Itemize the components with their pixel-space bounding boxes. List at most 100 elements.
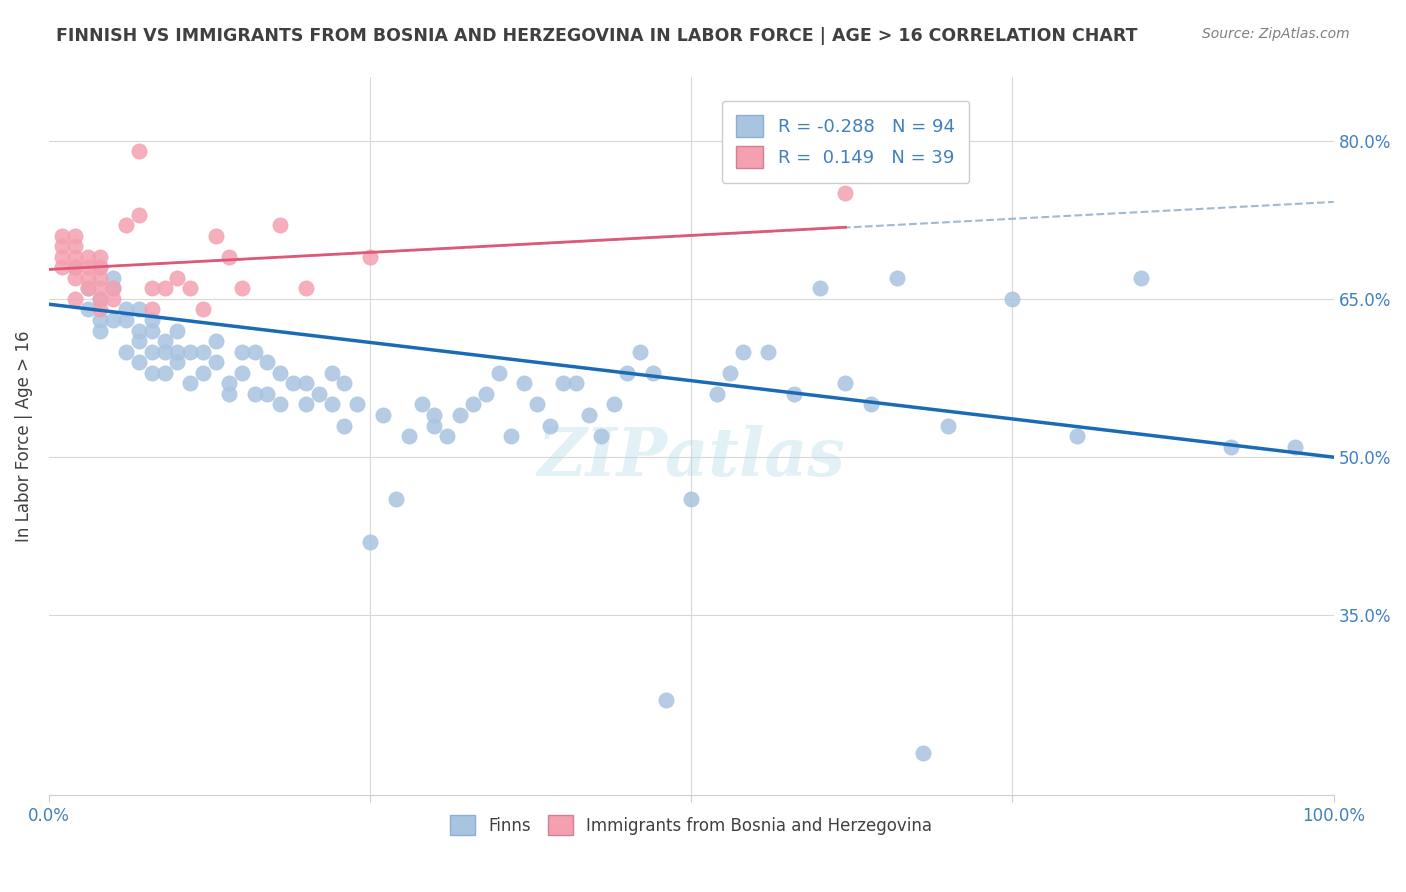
Point (128, 208, 150, 222)
Point (436, 429, 458, 443)
Point (1066, 429, 1088, 443)
Point (808, 281, 831, 295)
Point (103, 292, 125, 306)
Point (153, 344, 176, 359)
Point (783, 387, 806, 401)
Point (76, 270, 98, 285)
Point (231, 281, 253, 295)
Point (89, 324, 111, 338)
Point (501, 429, 523, 443)
Point (834, 186, 856, 201)
Text: ZIPatlas: ZIPatlas (537, 425, 845, 490)
Point (321, 397, 343, 411)
Point (51, 260, 73, 275)
Point (385, 492, 408, 507)
Point (63, 270, 86, 285)
Point (179, 281, 201, 295)
Point (166, 355, 188, 369)
Point (231, 344, 253, 359)
Point (128, 334, 150, 348)
Point (51, 250, 73, 264)
Point (218, 387, 240, 401)
Point (76, 250, 98, 264)
Point (89, 313, 111, 327)
Point (295, 376, 318, 391)
Text: FINNISH VS IMMIGRANTS FROM BOSNIA AND HERZEGOVINA IN LABOR FORCE | AGE > 16 CORR: FINNISH VS IMMIGRANTS FROM BOSNIA AND HE… (56, 27, 1137, 45)
Point (578, 408, 600, 422)
Point (141, 302, 163, 317)
Point (449, 408, 471, 422)
Point (269, 218, 291, 232)
Point (681, 492, 703, 507)
Point (256, 387, 278, 401)
Point (269, 397, 291, 411)
Point (179, 376, 201, 391)
Point (834, 376, 856, 391)
Point (423, 418, 446, 433)
Point (205, 228, 228, 243)
Point (141, 324, 163, 338)
Point (63, 260, 86, 275)
Point (936, 418, 959, 433)
Point (628, 344, 651, 359)
Point (911, 746, 934, 760)
Point (191, 302, 214, 317)
Point (359, 250, 381, 264)
Point (166, 344, 188, 359)
Point (474, 387, 496, 401)
Point (89, 270, 111, 285)
Point (128, 324, 150, 338)
Point (153, 366, 176, 380)
Point (166, 270, 188, 285)
Point (76, 281, 98, 295)
Point (191, 344, 214, 359)
Point (654, 692, 676, 706)
Point (218, 250, 240, 264)
Point (461, 397, 484, 411)
Point (179, 344, 201, 359)
Point (51, 239, 73, 253)
Point (603, 397, 626, 411)
Text: Source: ZipAtlas.com: Source: ZipAtlas.com (1202, 27, 1350, 41)
Point (51, 228, 73, 243)
Point (526, 397, 548, 411)
Point (231, 366, 253, 380)
Point (76, 302, 98, 317)
Point (115, 313, 138, 327)
Point (63, 228, 86, 243)
Point (191, 366, 214, 380)
Point (63, 292, 86, 306)
Point (103, 270, 125, 285)
Point (128, 302, 150, 317)
Point (758, 344, 780, 359)
Point (89, 302, 111, 317)
Point (218, 376, 240, 391)
Point (89, 292, 111, 306)
Point (63, 239, 86, 253)
Point (321, 366, 343, 380)
Point (141, 281, 163, 295)
Point (141, 344, 163, 359)
Point (103, 281, 125, 295)
Point (153, 334, 176, 348)
Point (205, 334, 228, 348)
Point (89, 292, 111, 306)
Point (718, 366, 741, 380)
Point (706, 387, 728, 401)
Point (63, 260, 86, 275)
Point (731, 344, 754, 359)
Point (371, 408, 394, 422)
Point (89, 260, 111, 275)
Point (76, 260, 98, 275)
Point (295, 397, 318, 411)
Point (423, 408, 446, 422)
Point (115, 344, 138, 359)
Point (89, 281, 111, 295)
Point (128, 355, 150, 369)
Point (411, 397, 433, 411)
Point (591, 429, 613, 443)
Point (115, 218, 138, 232)
Point (1219, 440, 1241, 454)
Point (1284, 440, 1306, 454)
Point (281, 376, 304, 391)
